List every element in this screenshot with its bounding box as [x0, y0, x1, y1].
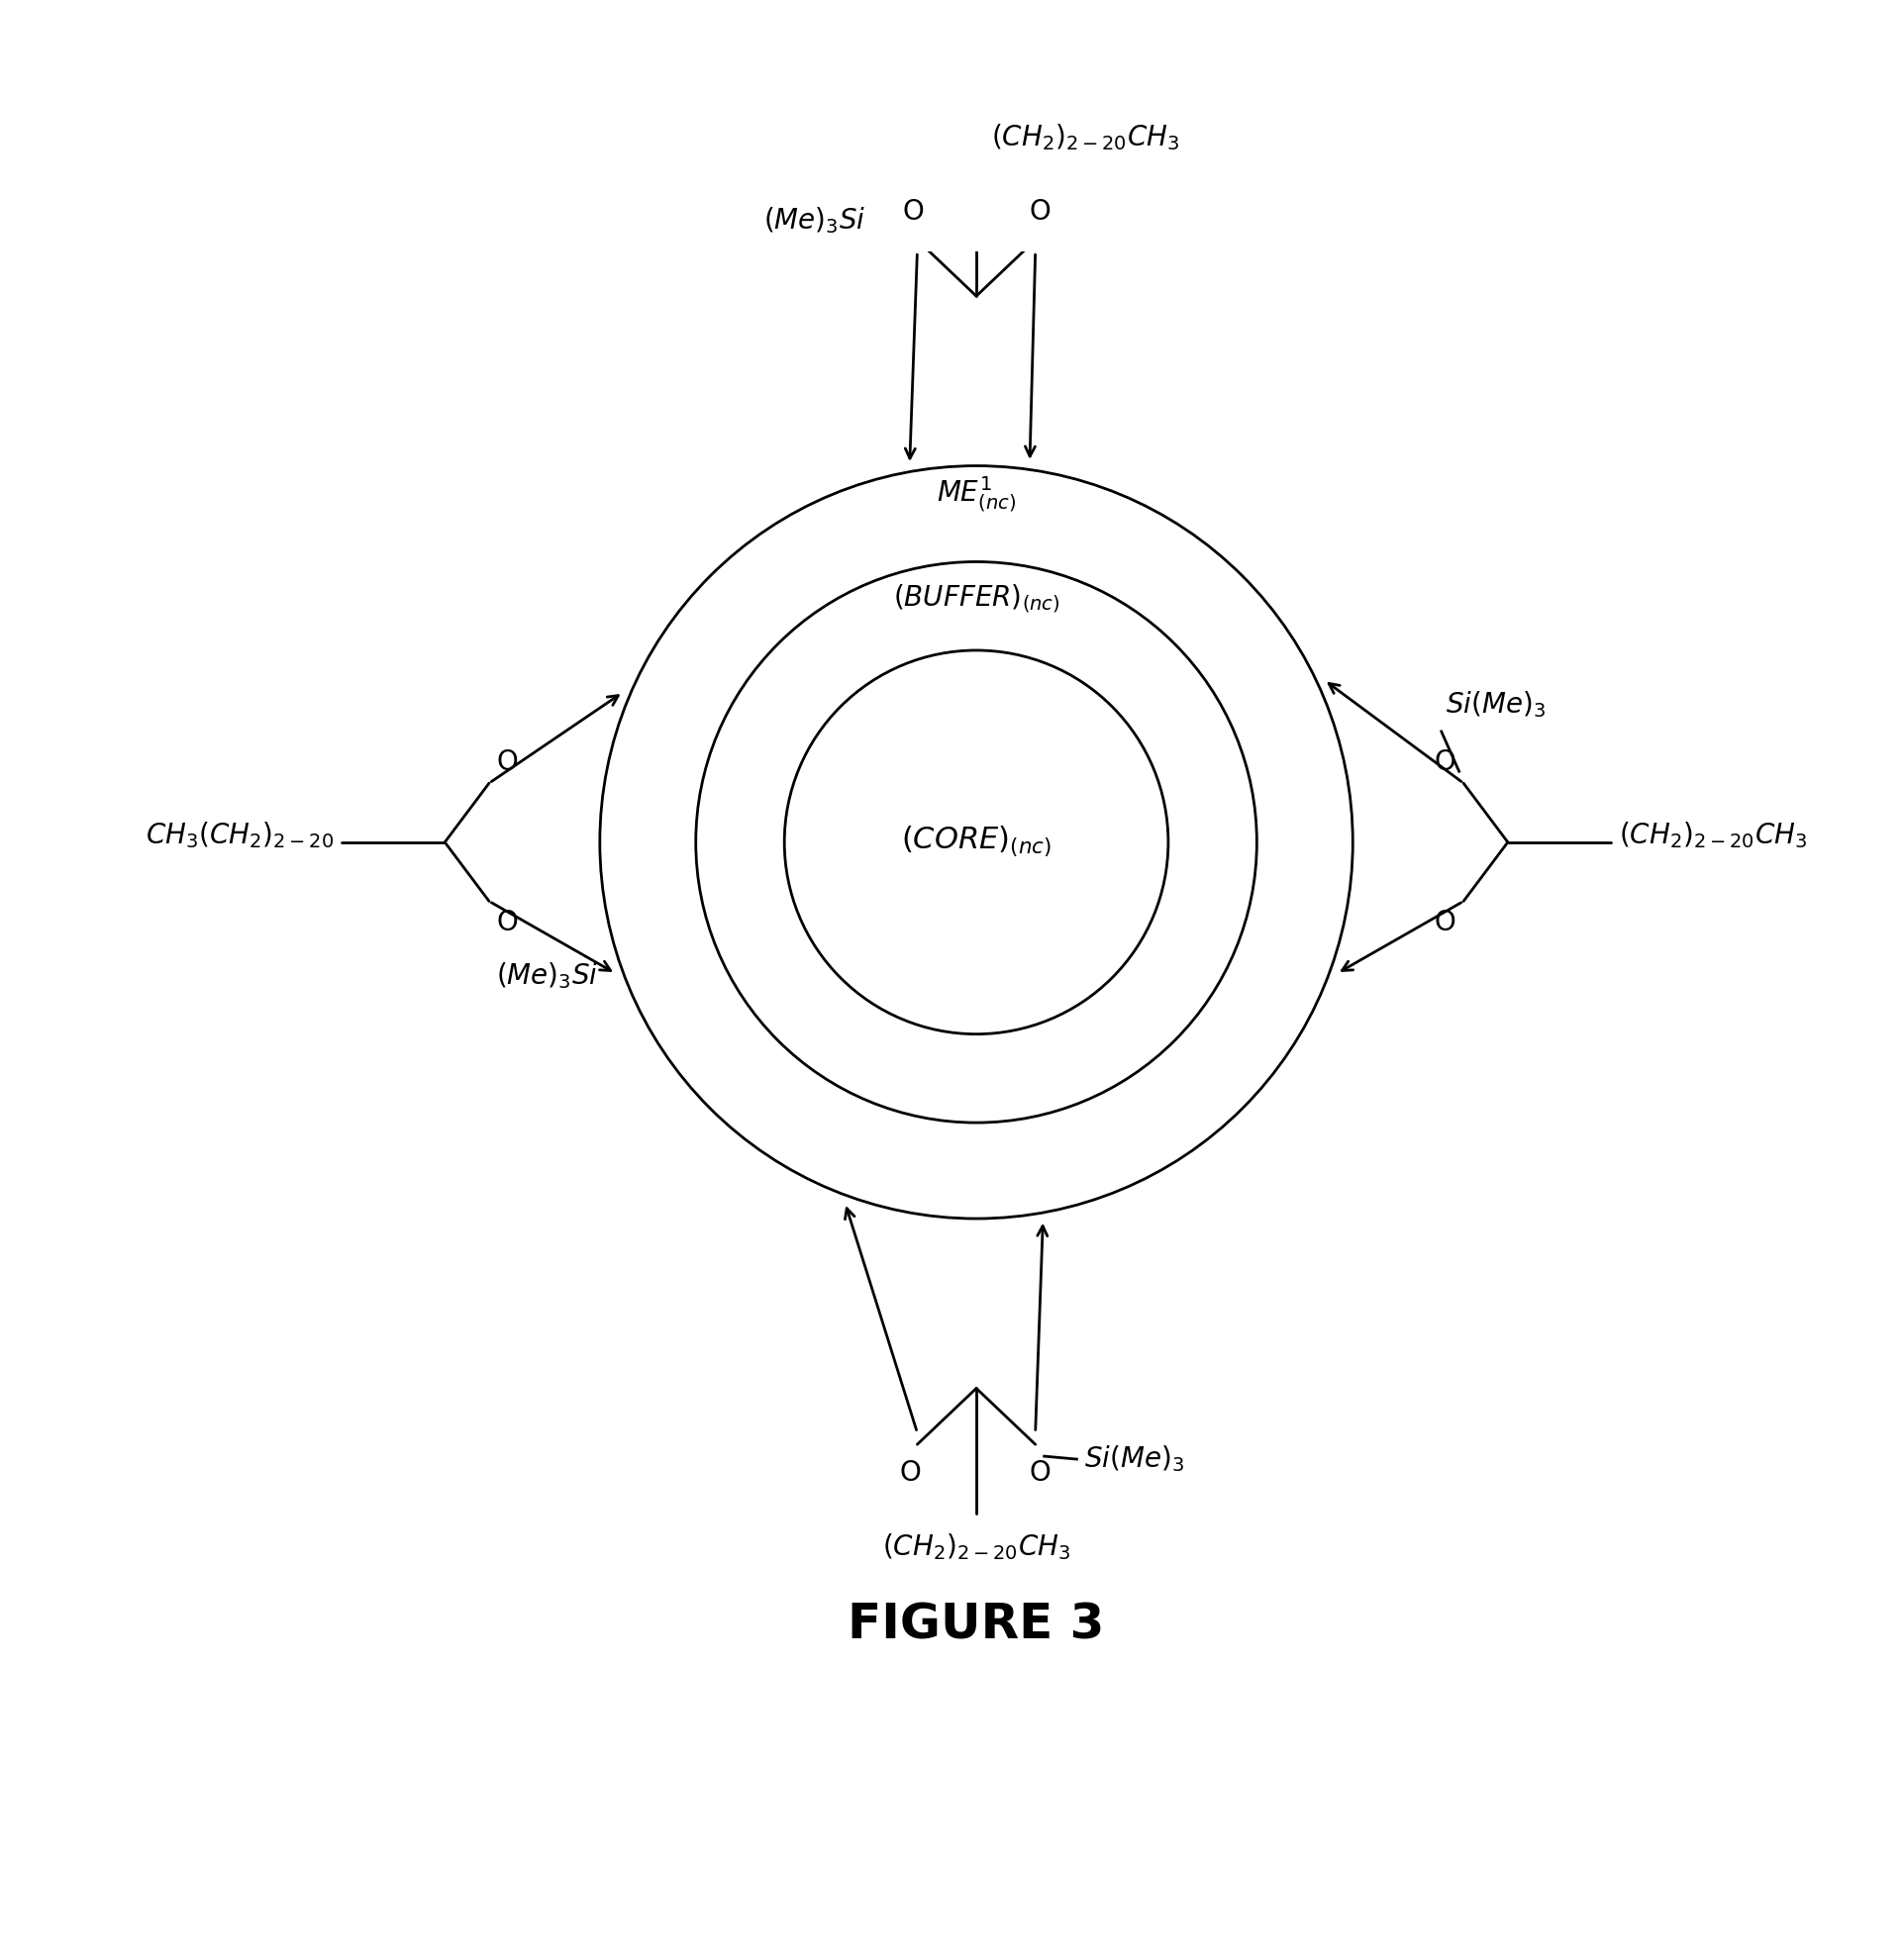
Text: O: O [497, 909, 518, 937]
Text: O: O [497, 749, 518, 776]
Text: $(Me)_3Si$: $(Me)_3Si$ [497, 960, 598, 990]
Text: $(CH_2)_{2-20}CH_3$: $(CH_2)_{2-20}CH_3$ [1618, 819, 1805, 851]
Text: $(Me)_3Si$: $(Me)_3Si$ [764, 206, 864, 235]
Text: FIGURE 3: FIGURE 3 [847, 1601, 1104, 1648]
Text: $(CH_2)_{2-20}CH_3$: $(CH_2)_{2-20}CH_3$ [990, 122, 1179, 153]
Text: $Si(Me)_3$: $Si(Me)_3$ [1083, 1445, 1184, 1474]
Text: $(CORE)_{(nc)}$: $(CORE)_{(nc)}$ [901, 825, 1051, 860]
Text: $ME^1_{(nc)}$: $ME^1_{(nc)}$ [937, 476, 1015, 515]
Text: $(CH_2)_{2-20}CH_3$: $(CH_2)_{2-20}CH_3$ [882, 1531, 1070, 1562]
Text: $CH_3(CH_2)_{2-20}$: $CH_3(CH_2)_{2-20}$ [145, 819, 333, 851]
Text: O: O [1434, 749, 1455, 776]
Text: O: O [1434, 909, 1455, 937]
Text: O: O [1028, 1458, 1049, 1488]
Text: O: O [902, 198, 923, 225]
Text: $Si(Me)_3$: $Si(Me)_3$ [1445, 690, 1546, 719]
Text: O: O [1028, 198, 1049, 225]
Text: O: O [899, 1458, 920, 1488]
Text: $(BUFFER)_{(nc)}$: $(BUFFER)_{(nc)}$ [893, 582, 1059, 615]
